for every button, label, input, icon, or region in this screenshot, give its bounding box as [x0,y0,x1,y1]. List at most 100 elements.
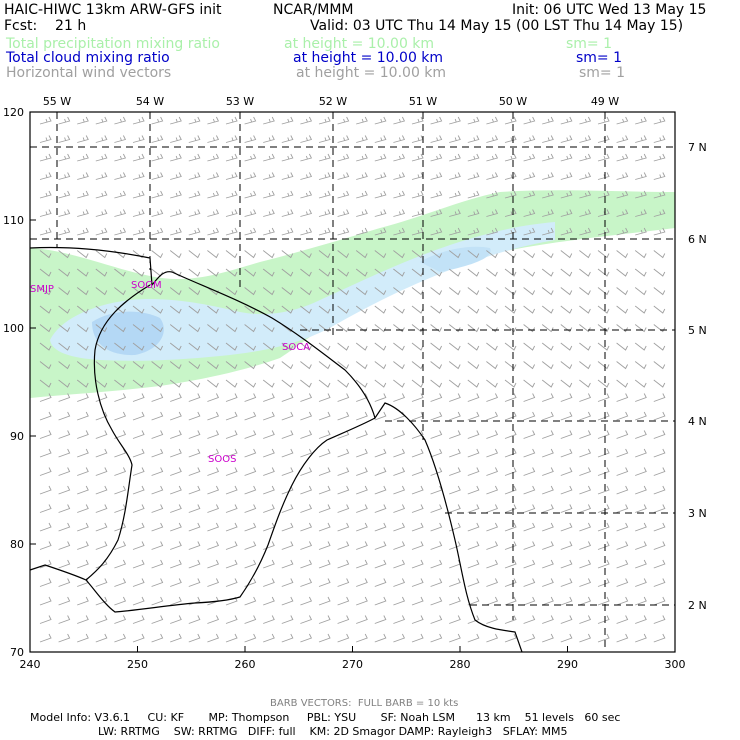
wind-barb [393,153,406,162]
wind-barb [653,541,666,550]
wind-barb [449,411,461,421]
wind-barb [653,596,666,606]
wind-barb [448,250,461,259]
wind-barb [39,287,52,296]
wind-barb [653,430,666,439]
wind-barb [635,596,647,606]
wind-barb [132,541,145,550]
wind-barb [132,522,145,532]
wind-barb [300,448,313,458]
wind-barb [467,116,480,125]
wind-barb [337,135,350,143]
wind-barb [597,153,610,162]
wind-barb [281,342,294,351]
wind-barb [579,305,591,314]
wind-barb [356,485,368,495]
wind-barb [616,411,629,421]
wind-barb [39,209,52,217]
wind-barb [262,361,275,370]
wind-barb [486,559,499,569]
wind-barb [430,541,443,550]
wind-barb [151,430,164,439]
wind-barb [95,633,108,643]
wind-barb [188,504,201,513]
wind-barb [616,522,629,532]
wind-barb [579,430,592,439]
wind-barb [263,190,275,199]
wind-barb [281,153,294,162]
wind-barb [225,268,238,277]
wind-barb [560,430,573,439]
wind-barb [635,190,647,199]
wind-barb [188,190,201,199]
wind-barb [114,448,127,458]
wind-barb [430,153,443,162]
x-tick-label: 240 [20,658,41,671]
wind-barb [244,379,257,388]
wind-barb [170,153,182,162]
wind-barb [300,578,313,587]
y-tick-label: 70 [10,646,24,659]
wind-barb [411,116,424,125]
wind-barb [449,153,461,162]
wind-barb [393,467,406,476]
wind-barb [151,209,164,217]
wind-barb [635,135,647,143]
wind-barb [132,172,145,180]
wind-barb [225,578,238,587]
wind-barb [430,268,443,277]
wind-barb [579,393,592,402]
wind-barb [132,393,145,402]
wind-barb [653,393,666,402]
wind-barb [393,559,406,569]
wind-barb [579,324,591,333]
wind-barb [188,485,201,495]
wind-barb [281,361,294,370]
wind-barb [58,596,71,606]
wind-barb [653,615,666,624]
wind-barb [76,324,89,333]
wind-barb [597,448,610,458]
wind-barb [653,633,666,643]
wind-barb [449,448,461,458]
wind-barb [207,324,219,333]
wind-barb [486,448,499,458]
wind-barb [244,324,257,333]
wind-barb [318,379,331,388]
wind-barb [58,448,71,458]
lon-label: 51 W [409,95,437,108]
wind-barb [504,227,517,236]
wind-barb [318,287,331,296]
wind-barb [523,324,536,333]
wind-barb [523,485,536,495]
wind-barb [542,209,554,217]
wind-barb [523,430,536,439]
wind-barb [411,393,424,402]
wind-barb [653,379,666,388]
wind-barb [188,172,201,180]
wind-barb [411,615,424,624]
wind-barb [300,287,312,296]
wind-barb [207,578,220,587]
wind-barb [560,361,573,370]
wind-barb [579,361,591,370]
wind-barb [169,361,182,370]
wind-barb [244,209,257,217]
wind-barb [207,522,220,532]
wind-barb [374,411,387,421]
wind-barb [77,633,89,643]
wind-barb [504,578,517,587]
wind-barb [449,430,461,439]
wind-barb [77,615,89,624]
wind-barb [411,153,424,162]
station-soca: SOCA [282,342,310,353]
wind-barb [504,393,517,402]
wind-barb [504,430,517,439]
wind-barb [523,615,536,624]
wind-barb [337,379,350,388]
wind-barb [58,430,71,439]
wind-barb [597,342,610,351]
wind-barb [430,190,443,199]
wind-barb [523,559,536,569]
wind-barb [448,361,461,370]
